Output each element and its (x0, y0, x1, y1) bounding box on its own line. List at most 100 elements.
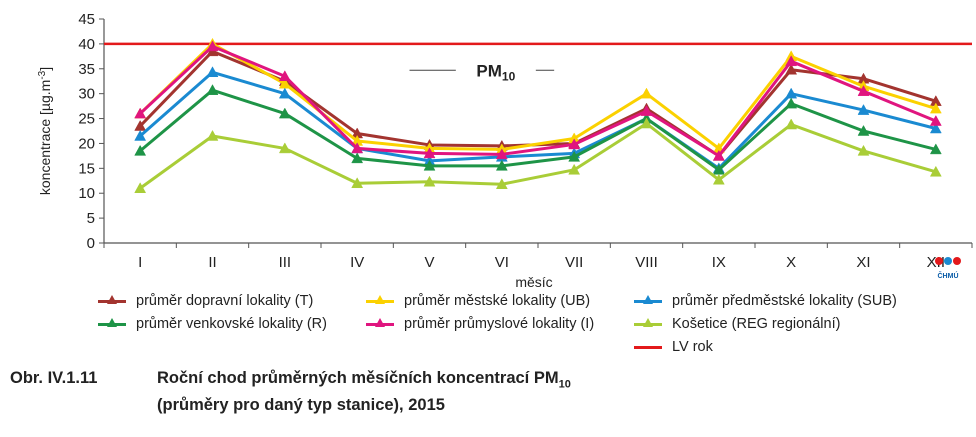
legend-swatch-ub (366, 294, 394, 304)
legend-label-t: průměr dopravní lokality (T) (136, 293, 314, 309)
series-point (857, 124, 870, 136)
y-tick-label: 10 (78, 185, 95, 202)
series-point (423, 175, 436, 187)
series-point (568, 150, 581, 162)
legend-swatch-lv (634, 345, 662, 349)
legend-swatch-i (366, 317, 394, 327)
y-tick-label: 45 (78, 11, 95, 28)
y-tick-label: 5 (87, 210, 95, 227)
legend-item-ub: průměr městské lokality (UB) (366, 293, 590, 309)
series-point (206, 40, 219, 52)
legend-item-reg: Košetice (REG regionální) (634, 316, 840, 332)
legend-label-reg: Košetice (REG regionální) (672, 316, 841, 332)
series-point (640, 117, 653, 129)
series-point (568, 138, 581, 150)
series-point (640, 87, 653, 99)
y-tick-label: 15 (78, 160, 95, 177)
series-point (495, 159, 508, 171)
series-point (495, 178, 508, 190)
legend-item-lv: LV rok (634, 339, 713, 355)
x-tick-label: XI (856, 254, 870, 271)
legend-label-sub: průměr předměstské lokality (SUB) (672, 293, 897, 309)
chmu-logo: ČHMÚ (934, 254, 962, 280)
x-tick-label: VII (565, 254, 583, 271)
x-tick-label: III (279, 254, 292, 271)
series-3 (134, 66, 942, 174)
series-5 (134, 40, 942, 161)
series-point (568, 163, 581, 175)
series-point (785, 97, 798, 109)
series-point (929, 143, 942, 155)
series-line (139, 70, 937, 170)
figure-caption: Obr. IV.1.11 Roční chod průměrných měsíčn… (10, 368, 571, 416)
series-point (134, 144, 147, 156)
x-tick-label: V (424, 254, 434, 271)
caption-line-1: Obr. IV.1.11 Roční chod průměrných měsíčn… (10, 368, 571, 395)
series-point (929, 122, 942, 134)
legend-item-r: průměr venkovské lokality (R) (98, 316, 327, 332)
series-point (206, 66, 219, 78)
series-point (278, 87, 291, 99)
series-point (857, 104, 870, 115)
series-point (929, 102, 942, 114)
series-point (929, 165, 942, 177)
x-tick-label: II (208, 254, 216, 271)
legend-swatch-sub (634, 294, 662, 304)
legend-item-sub: průměr předměstské lokality (SUB) (634, 293, 897, 309)
y-axis-label: koncentrace [µg.m-3] (37, 67, 54, 195)
series-point (134, 182, 147, 193)
series-line (139, 42, 937, 151)
x-tick-label: IV (350, 254, 364, 271)
x-tick-label: X (786, 254, 796, 271)
series-6 (134, 117, 942, 193)
legend-swatch-t (98, 294, 126, 304)
y-tick-label: 25 (78, 111, 95, 128)
legend-swatch-reg (634, 317, 662, 327)
x-tick-label: VI (495, 254, 509, 271)
y-tick-label: 40 (78, 36, 95, 53)
series-line (139, 88, 937, 172)
y-tick-label: 0 (87, 235, 95, 252)
series-point (423, 147, 436, 159)
legend-label-lv: LV rok (672, 339, 713, 355)
series-point (206, 129, 219, 141)
series-point (785, 63, 798, 75)
figure-number: Obr. IV.1.11 (10, 369, 98, 387)
series-point (857, 144, 870, 156)
series-point (351, 152, 364, 164)
series-point (206, 84, 219, 95)
chart-legend: průměr dopravní lokality (T) průměr měst… (98, 293, 958, 363)
caption-title-sub: 10 (558, 378, 571, 391)
series-point (423, 159, 436, 171)
series-point (351, 142, 364, 154)
x-axis-label: měsíc (515, 274, 552, 290)
caption-title: Roční chod průměrných měsíčních koncentr… (157, 369, 559, 387)
series-point (785, 118, 798, 130)
series-point (134, 129, 147, 141)
series-point (278, 70, 291, 81)
series-point (785, 55, 798, 67)
series-point (712, 173, 725, 185)
legend-label-r: průměr venkovské lokality (R) (136, 316, 327, 332)
series-point (712, 149, 725, 161)
chmu-logo-text: ČHMÚ (937, 273, 959, 280)
x-tick-label: I (138, 254, 142, 271)
y-tick-label: 35 (78, 61, 95, 78)
series-4 (134, 84, 942, 175)
series-line (139, 44, 937, 158)
pm10-annotation: PM10 (476, 61, 515, 83)
y-tick-label: 20 (78, 135, 95, 152)
series-point (278, 107, 291, 119)
series-point (134, 107, 147, 119)
x-tick-label: VIII (635, 254, 658, 271)
legend-swatch-r (98, 317, 126, 327)
caption-line-2: (průměry pro daný typ stanice), 2015 (157, 396, 445, 415)
legend-item-i: průměr průmyslové lokality (I) (366, 316, 594, 332)
series-point (495, 148, 508, 160)
series-point (857, 85, 870, 96)
legend-item-t: průměr dopravní lokality (T) (98, 293, 313, 309)
legend-label-ub: průměr městské lokality (UB) (404, 293, 591, 309)
series-point (640, 105, 653, 116)
series-point (351, 177, 364, 189)
